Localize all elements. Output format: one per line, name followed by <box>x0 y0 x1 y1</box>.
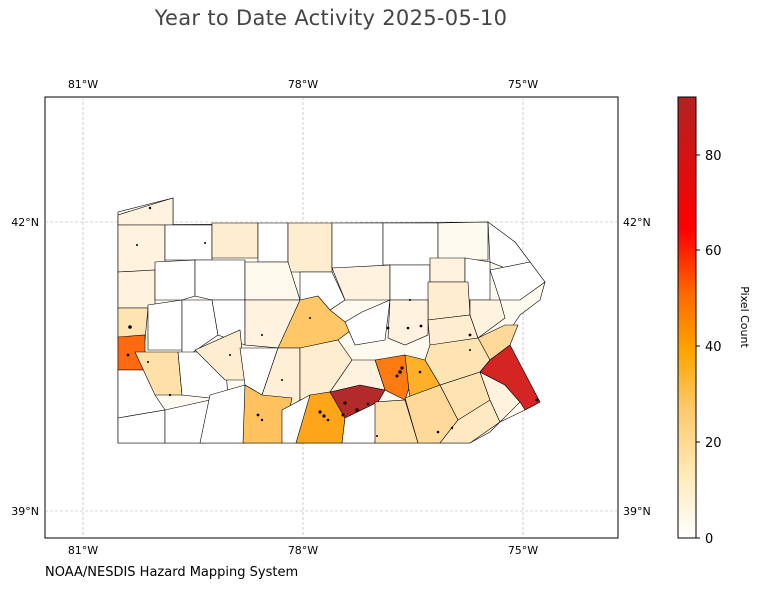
hotspot-dot <box>309 317 311 319</box>
county-s2 <box>154 259 196 301</box>
hotspot-dot <box>418 370 422 374</box>
hotspot-dot <box>281 379 283 381</box>
hotspot-dot <box>469 349 471 351</box>
county-m2 <box>147 299 183 351</box>
hotspot-dot <box>409 299 411 301</box>
hotspot-dot <box>136 244 138 246</box>
county-n5 <box>287 222 333 273</box>
colorbar-tick-label-40: 40 <box>705 340 722 355</box>
hotspot-dot <box>400 366 404 370</box>
hotspot-dot <box>318 410 322 414</box>
colorbar-ticks <box>696 154 700 539</box>
county-n3 <box>211 222 259 259</box>
hotspot-dot <box>126 353 130 357</box>
hotspot-dot <box>343 401 347 405</box>
county-s7 <box>389 264 431 301</box>
colorbar-tick-label-0: 0 <box>705 532 713 547</box>
county-m8 <box>387 299 429 346</box>
county-s11 <box>427 281 471 321</box>
lat-label-right-42n: 42°N <box>623 216 651 229</box>
colorbar <box>677 96 697 539</box>
county-s3 <box>194 259 246 301</box>
hotspot-dot <box>256 413 260 417</box>
hotspot-dot <box>419 324 423 328</box>
pennsylvania-counties <box>117 197 546 444</box>
hotspot-dot <box>355 408 359 412</box>
hotspot-dot <box>168 393 172 397</box>
colorbar-label: Pixel Count <box>738 286 751 348</box>
county-s8 <box>429 257 466 283</box>
lon-label-top-78w: 78°W <box>288 78 318 91</box>
county-delaware <box>439 399 501 444</box>
hotspot-dot <box>535 398 539 402</box>
hotspot-dot <box>229 354 231 356</box>
hotspot-dot <box>148 206 152 210</box>
colorbar-tick-label-20: 20 <box>705 436 722 451</box>
lat-label-left-42n: 42°N <box>11 216 39 229</box>
hotspot-dot <box>341 413 345 417</box>
county-m10 <box>469 299 506 339</box>
hotspot-dot <box>376 435 378 437</box>
hotspot-dot <box>468 333 472 337</box>
hotspot-dot <box>128 325 132 329</box>
hotspot-dot <box>366 402 370 406</box>
lon-label-bottom-75w: 75°W <box>508 544 538 557</box>
county-n4 <box>257 222 289 263</box>
county-s1 <box>117 269 156 309</box>
county-m7 <box>344 299 391 346</box>
hotspot-dot <box>147 361 149 363</box>
lon-label-bottom-81w: 81°W <box>68 544 98 557</box>
lat-label-left-39n: 39°N <box>11 505 39 518</box>
colorbar-tick-label-80: 80 <box>705 149 722 164</box>
lat-label-right-39n: 39°N <box>623 505 651 518</box>
hotspot-dot <box>261 334 263 336</box>
hotspot-dot <box>260 418 264 422</box>
county-bucks <box>479 344 541 411</box>
hotspot-dot <box>204 242 206 244</box>
hotspot-dot <box>450 426 454 430</box>
county-s-mid1 <box>329 359 386 393</box>
lon-label-top-81w: 81°W <box>68 78 98 91</box>
colorbar-tick-label-60: 60 <box>705 244 722 259</box>
source-credit: NOAA/NESDIS Hazard Mapping System <box>45 565 299 580</box>
map-title: Year to Date Activity 2025-05-10 <box>154 6 508 30</box>
lon-label-top-75w: 75°W <box>508 78 538 91</box>
hotspot-points <box>126 206 539 437</box>
hotspot-dot <box>326 418 330 422</box>
county-s10 <box>489 261 546 301</box>
hotspot-dot <box>436 430 440 434</box>
county-n6 <box>331 222 384 269</box>
hotspot-dot <box>395 374 399 378</box>
lon-label-bottom-78w: 78°W <box>288 544 318 557</box>
hotspot-dot <box>386 326 390 330</box>
hotspot-dot <box>322 414 326 418</box>
hotspot-dot <box>406 326 410 330</box>
county-n8 <box>437 221 489 261</box>
hotspot-dot <box>398 370 402 374</box>
